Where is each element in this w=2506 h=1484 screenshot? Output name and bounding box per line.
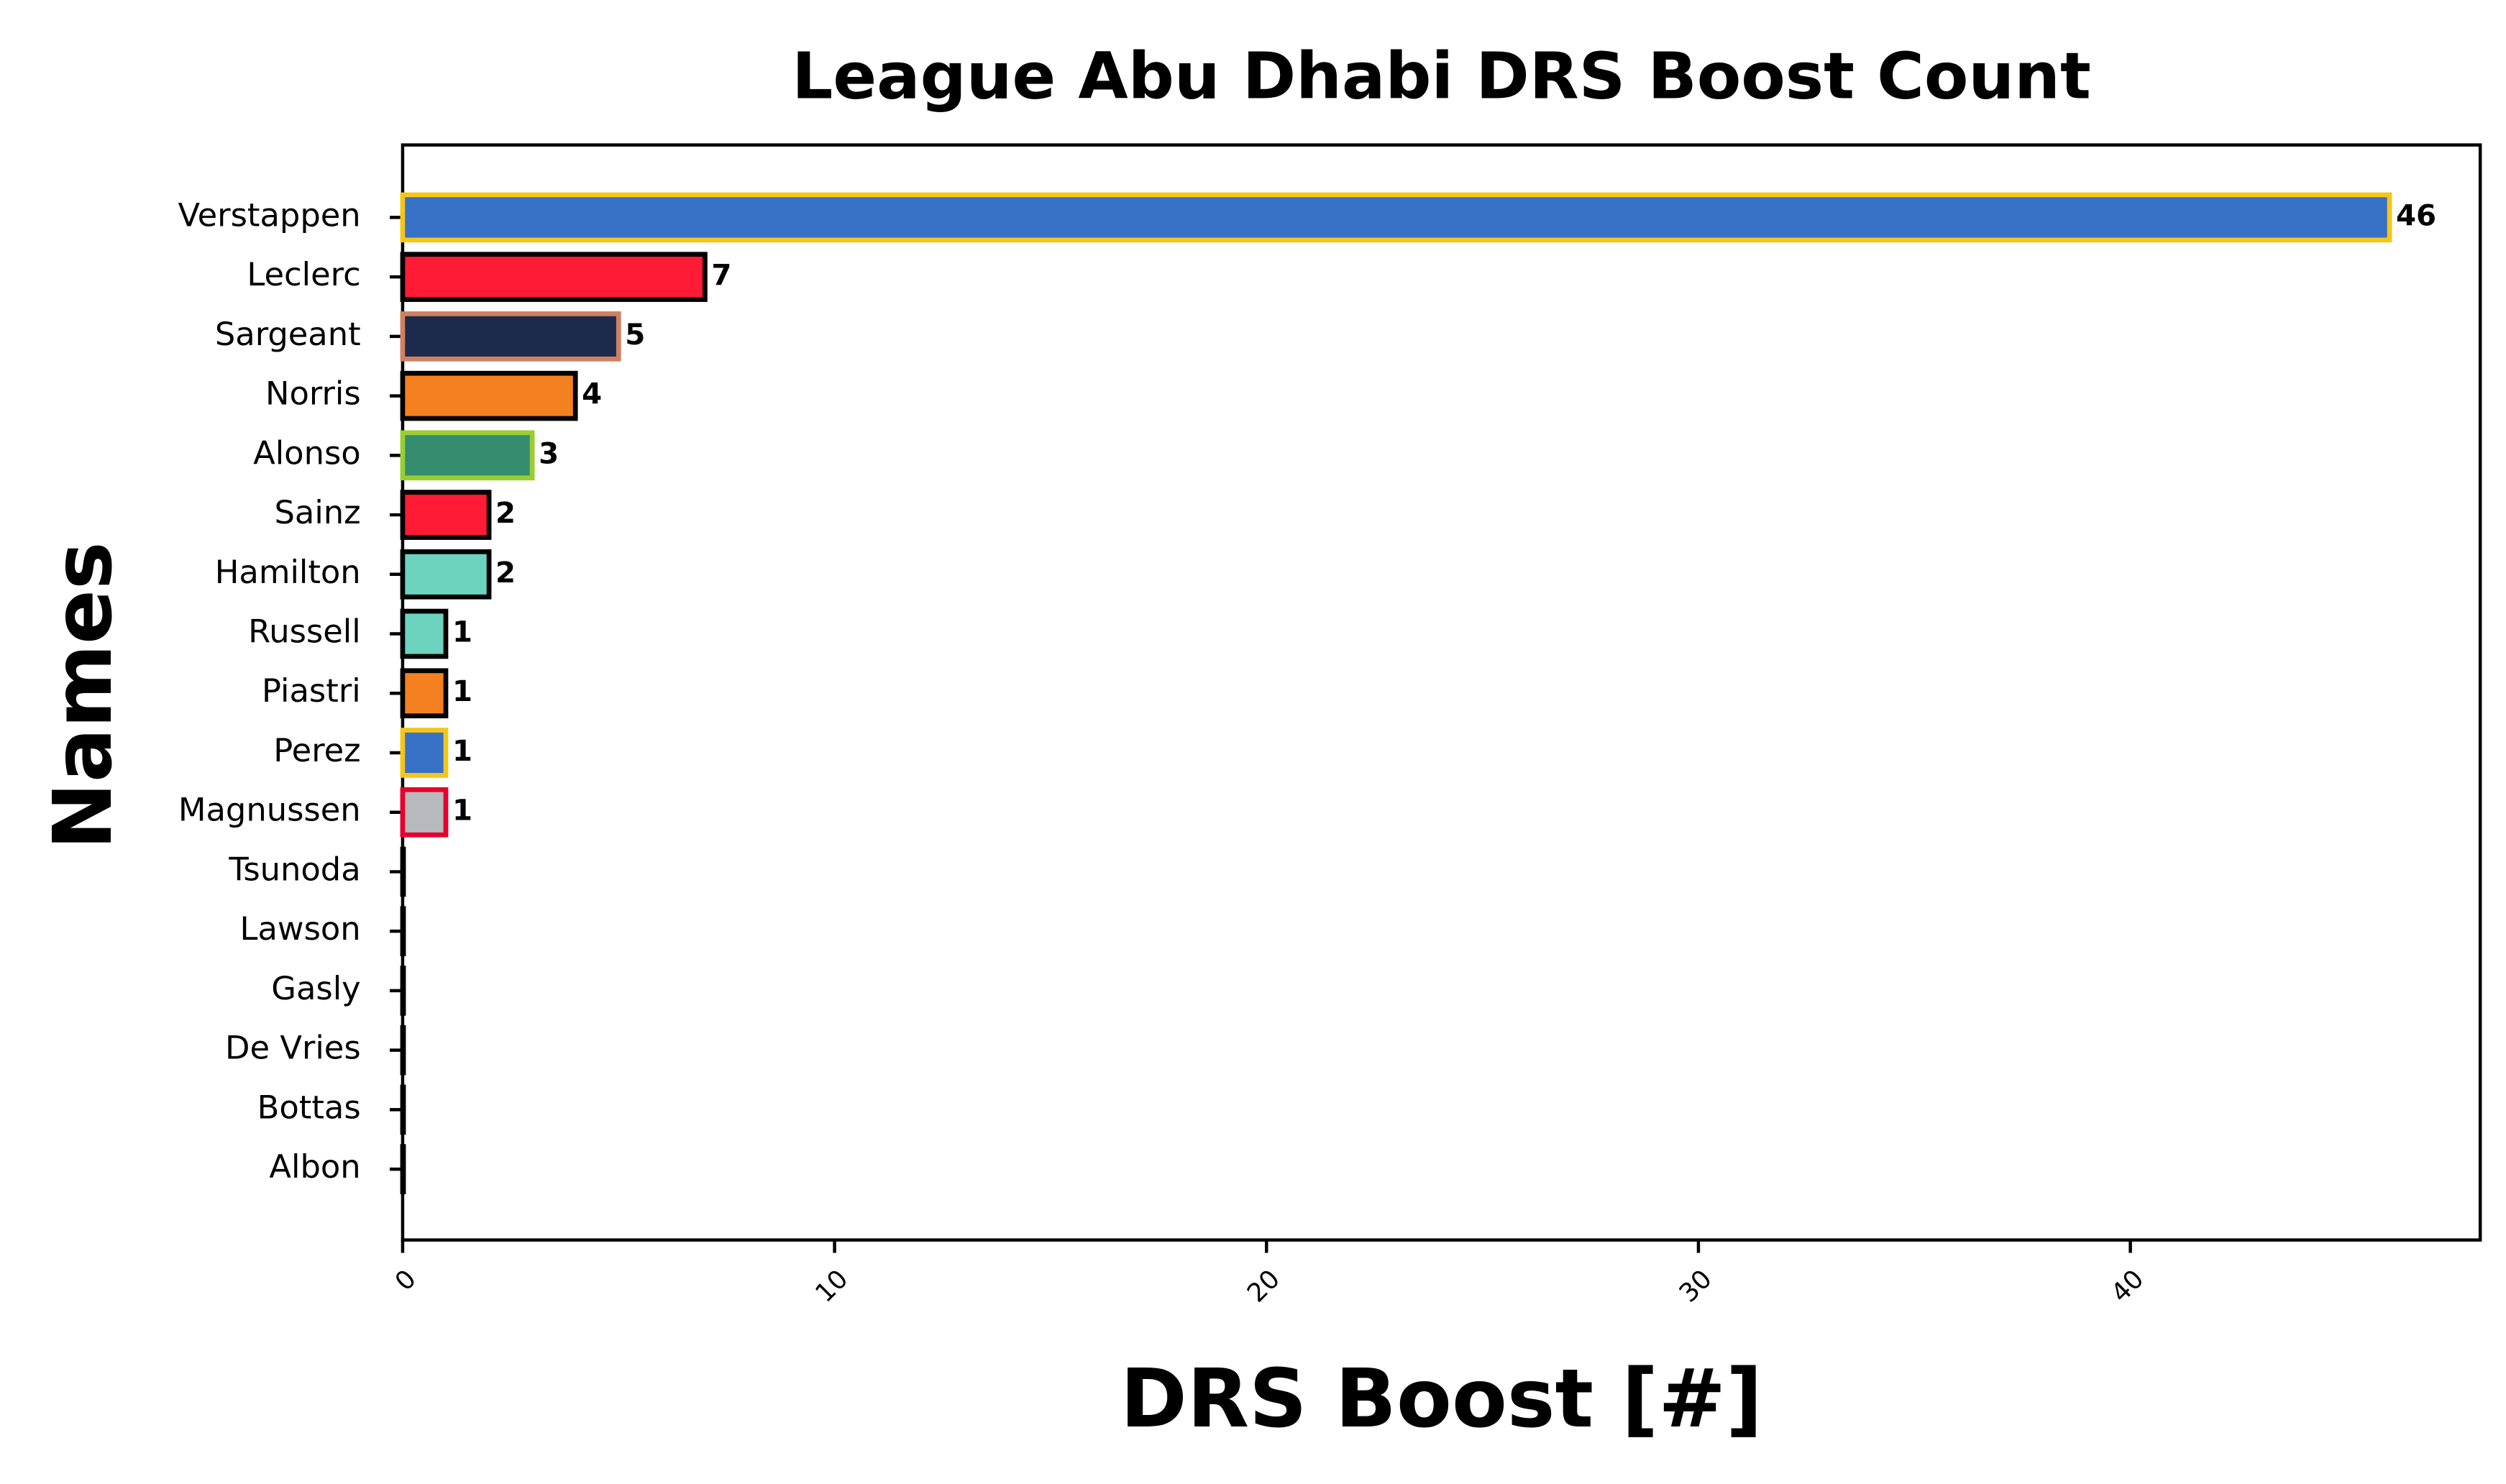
- y-tick-label: Russell: [248, 613, 361, 651]
- bar: [400, 252, 708, 302]
- bar: [400, 370, 578, 421]
- value-label: 2: [495, 496, 516, 530]
- value-label: 46: [2396, 198, 2436, 232]
- y-tick-label: De Vries: [225, 1029, 361, 1067]
- value-label: 7: [711, 258, 731, 292]
- y-tick-label: Hamilton: [215, 553, 361, 591]
- bar: [400, 549, 492, 600]
- x-axis-label: DRS Boost [#]: [1120, 1352, 1762, 1446]
- bar: [400, 430, 535, 481]
- y-tick-label: Bottas: [257, 1088, 361, 1126]
- y-tick-label: Albon: [269, 1148, 360, 1186]
- bar: [400, 490, 492, 540]
- bar: [400, 311, 621, 362]
- value-label: 1: [452, 794, 472, 828]
- value-label: 3: [539, 436, 559, 470]
- chart-title: League Abu Dhabi DRS Boost Count: [792, 39, 2090, 114]
- y-axis-label: Names: [37, 541, 130, 850]
- y-tick-label: Tsunoda: [228, 850, 360, 888]
- y-tick-label: Gasly: [271, 969, 360, 1007]
- value-label: 5: [625, 318, 645, 352]
- bar: [400, 668, 449, 719]
- bar: [400, 787, 449, 838]
- bar: [400, 728, 449, 778]
- y-tick-label: Leclerc: [247, 255, 360, 293]
- y-tick-label: Verstappen: [178, 196, 360, 234]
- y-tick-label: Magnussen: [178, 791, 361, 829]
- value-label: 2: [495, 556, 516, 590]
- y-tick-label: Perez: [273, 731, 360, 769]
- y-tick-label: Sainz: [274, 493, 360, 531]
- y-tick-label: Piastri: [262, 672, 361, 710]
- y-tick-label: Sargeant: [215, 315, 361, 353]
- y-tick-label: Lawson: [240, 910, 361, 948]
- bar: [400, 608, 449, 659]
- value-label: 1: [452, 674, 472, 708]
- y-tick-label: Norris: [265, 375, 361, 413]
- bar: [400, 192, 2392, 243]
- value-label: 1: [452, 615, 472, 649]
- value-label: 4: [582, 377, 602, 411]
- value-label: 1: [452, 734, 472, 768]
- y-tick-label: Alonso: [253, 434, 361, 472]
